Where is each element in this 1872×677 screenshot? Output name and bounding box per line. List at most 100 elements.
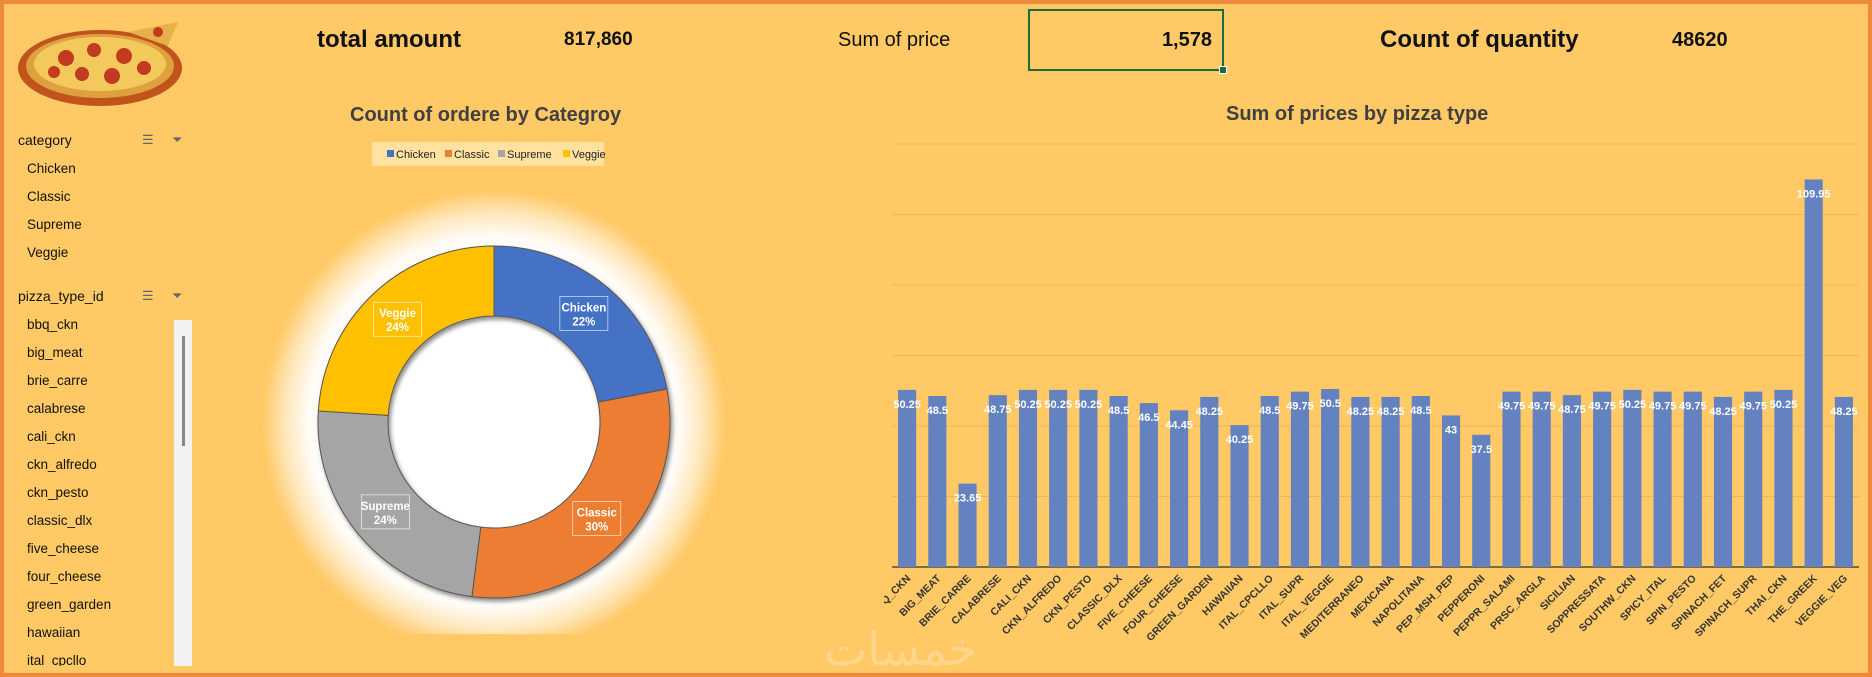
bar-cali-ckn[interactable] [1018,389,1038,567]
bar-thai-ckn[interactable] [1774,389,1793,567]
legend-entry-supreme: Supreme [498,149,552,161]
legend-entry-veggie: Veggie [563,149,606,161]
bar-value-label: 23.65 [954,493,982,505]
bar-value-label: 50.25 [1770,399,1798,411]
selected-cell[interactable] [1028,9,1227,74]
bar-pep-msh-pep[interactable] [1441,415,1461,567]
slicer-scrollbar[interactable] [174,320,192,666]
donut-label-percent: 22% [572,316,595,328]
slicer-item-ckn-alfredo[interactable]: ckn_alfredo [27,457,97,472]
bar-ital-supr[interactable] [1290,391,1310,567]
svg-text:Supreme: Supreme [507,149,552,161]
slicer-item-supreme[interactable]: Supreme [27,217,82,232]
bar-spin-pesto[interactable] [1683,391,1702,567]
pizza-type-slicer-header: pizza_type_id ☰ ⏷ [12,284,192,308]
bar-ckn-alfredo[interactable] [1049,389,1068,567]
dashboard: total amount 817,860 Sum of price 1,578 … [4,4,1868,673]
clear-filter-icon[interactable]: ⏷ [172,132,183,147]
donut-label-veggie: Veggie 24% [373,301,422,337]
bar-calabrese[interactable] [988,395,1007,567]
bar-mexicana[interactable] [1381,396,1400,567]
bar-value-label: 48.75 [984,404,1012,416]
bar-value-label: 49.75 [1588,401,1616,413]
bar-spinach-fet[interactable] [1713,396,1733,567]
bar-spicy-ital[interactable] [1653,391,1672,567]
slicer-item-classic-dlx[interactable]: classic_dlx [27,513,93,528]
bar-four-cheese[interactable] [1170,410,1189,567]
pizza-image [18,22,182,106]
bar-value-label: 50.25 [1014,399,1042,411]
bar-bbq-ckn[interactable] [898,389,917,567]
category-slicer: category ☰ ⏷ Chicken Classic Supreme Veg… [12,128,192,267]
sum-price-label: Sum of price [838,29,951,51]
slicer-item-hawaiian[interactable]: hawaiian [27,625,81,640]
donut-label-category: Classic [577,508,618,520]
bar-ital-veggie[interactable] [1321,388,1340,567]
slicer-item-brie-carre[interactable]: brie_carre [27,373,88,388]
bar-veggie-veg[interactable] [1834,396,1853,567]
slicer-item-green-garden[interactable]: green_garden [27,597,112,612]
bar-soppressata[interactable] [1593,391,1612,567]
slicer-scrollbar-thumb[interactable] [182,336,185,446]
multi-select-icon[interactable]: ☰ [142,288,154,303]
bar-value-label: 49.75 [1679,401,1707,413]
bar-value-label: 48.25 [1347,406,1375,418]
bar-five-cheese[interactable] [1139,403,1158,567]
bar-big-meat[interactable] [928,396,947,567]
donut-label-category: Chicken [562,302,607,314]
slicer-item-chicken[interactable]: Chicken [27,161,76,176]
bar-value-label: 49.75 [1739,401,1767,413]
category-slicer-title: category [18,132,72,148]
donut-hole [388,316,600,528]
bar-brie-carre[interactable] [958,483,977,567]
clear-filter-icon[interactable]: ⏷ [172,288,183,303]
donut-label-percent: 30% [585,522,608,534]
bar-southw-ckn[interactable] [1623,389,1642,567]
donut-label-supreme: Supreme 24% [361,494,410,530]
slicer-item-classic[interactable]: Classic [27,189,71,204]
bar-value-label: 48.25 [1709,406,1737,418]
donut-label-chicken: Chicken 22% [559,296,609,331]
bar-green-garden[interactable] [1200,396,1219,567]
slicer-item-big-meat[interactable]: big_meat [27,345,83,360]
count-qty-label: Count of quantity [1380,26,1579,53]
bar-prsc-argla[interactable] [1532,391,1551,567]
legend-entry-chicken: Chicken [387,149,436,161]
svg-text:Classic: Classic [454,149,490,161]
multi-select-icon[interactable]: ☰ [142,132,154,147]
bar-the-greek[interactable] [1804,179,1823,567]
bar-value-label: 48.25 [1377,406,1405,418]
donut-slice-classic[interactable] [471,388,671,599]
legend-entry-classic: Classic [445,149,490,161]
bar-spinach-supr[interactable] [1744,391,1763,567]
slicer-item-bbq-ckn[interactable]: bbq_ckn [27,317,79,332]
fill-handle[interactable] [1219,66,1227,74]
bar-value-label: 48.25 [1830,406,1858,418]
slicer-item-four-cheese[interactable]: four_cheese [27,569,102,584]
slicer-item-ckn-pesto[interactable]: ckn_pesto [27,485,89,500]
slicer-item-ital-cpcllo[interactable]: ital_cpcllo [27,653,87,666]
donut-label-percent: 24% [386,322,409,334]
count-qty-value: 48620 [1672,29,1728,51]
bar-sicilian[interactable] [1562,395,1581,567]
slicer-item-five-cheese[interactable]: five_cheese [27,541,100,556]
bar-hawaiian[interactable] [1230,425,1249,567]
total-amount-label: total amount [317,26,461,53]
bar-value-label: 49.75 [1498,401,1526,413]
slicer-item-veggie[interactable]: Veggie [27,245,69,260]
bar-peppr-salami[interactable] [1502,391,1521,567]
bar-pepperoni[interactable] [1472,434,1491,567]
bar-mediterraneo[interactable] [1351,396,1370,567]
bar-napolitana[interactable] [1411,396,1430,567]
bar-value-label: 37.5 [1471,444,1492,456]
donut-label-classic: Classic 30% [572,501,622,536]
bar-value-label: 49.75 [1286,401,1314,413]
bar-value-label: 49.75 [1528,401,1556,413]
slicer-item-calabrese[interactable]: calabrese [27,401,86,416]
bar-ital-cpcllo[interactable] [1260,396,1279,567]
slicer-item-cali-ckn[interactable]: cali_ckn [27,429,76,444]
bar-value-label: 40.25 [1226,434,1254,446]
svg-text:Chicken: Chicken [396,149,436,161]
bar-ckn-pesto[interactable] [1079,389,1098,567]
bar-classic-dlx[interactable] [1109,396,1128,567]
